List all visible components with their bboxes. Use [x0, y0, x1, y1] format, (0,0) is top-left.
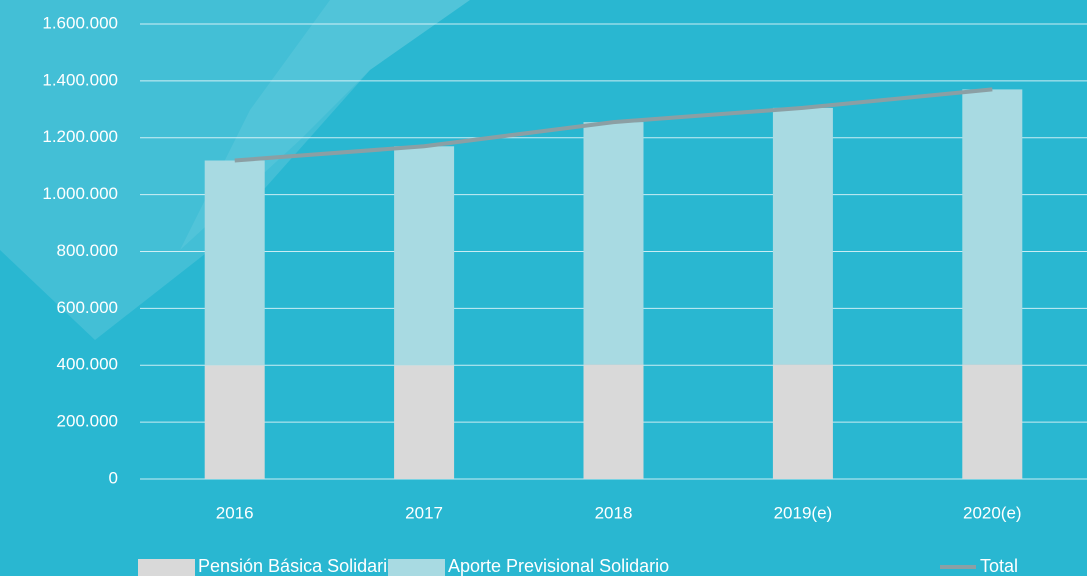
bar-segment: [583, 122, 644, 365]
y-tick-label: 0: [109, 468, 118, 487]
y-tick-label: 1.200.000: [42, 127, 118, 146]
legend-label: Pensión Básica Solidaria: [198, 556, 398, 576]
bar-segment: [204, 160, 265, 366]
x-tick-label: 2019(e): [774, 503, 833, 522]
y-tick-label: 1.000.000: [42, 184, 118, 203]
x-tick-label: 2020(e): [963, 503, 1022, 522]
bar-segment: [962, 364, 1023, 479]
bar-segment: [394, 146, 455, 366]
bar-segment: [394, 365, 455, 479]
bar-segment: [204, 365, 265, 479]
legend-swatch: [138, 559, 195, 576]
bar-segment: [583, 364, 644, 479]
bar-segment: [962, 89, 1023, 365]
bar-segment: [772, 107, 833, 365]
x-tick-label: 2018: [595, 503, 633, 522]
y-tick-label: 600.000: [57, 298, 118, 317]
legend-label: Aporte Previsional Solidario: [448, 556, 669, 576]
y-tick-label: 800.000: [57, 241, 118, 260]
legend-label: Total: [980, 556, 1018, 576]
bar-segment: [772, 364, 833, 479]
x-tick-label: 2016: [216, 503, 254, 522]
y-tick-label: 1.400.000: [42, 70, 118, 89]
y-tick-label: 200.000: [57, 412, 118, 431]
total-line: [234, 87, 993, 163]
x-tick-label: 2017: [405, 503, 443, 522]
background-shape: [180, 0, 470, 250]
legend-swatch: [388, 559, 445, 576]
y-tick-label: 400.000: [57, 355, 118, 374]
y-tick-label: 1.600.000: [42, 13, 118, 32]
